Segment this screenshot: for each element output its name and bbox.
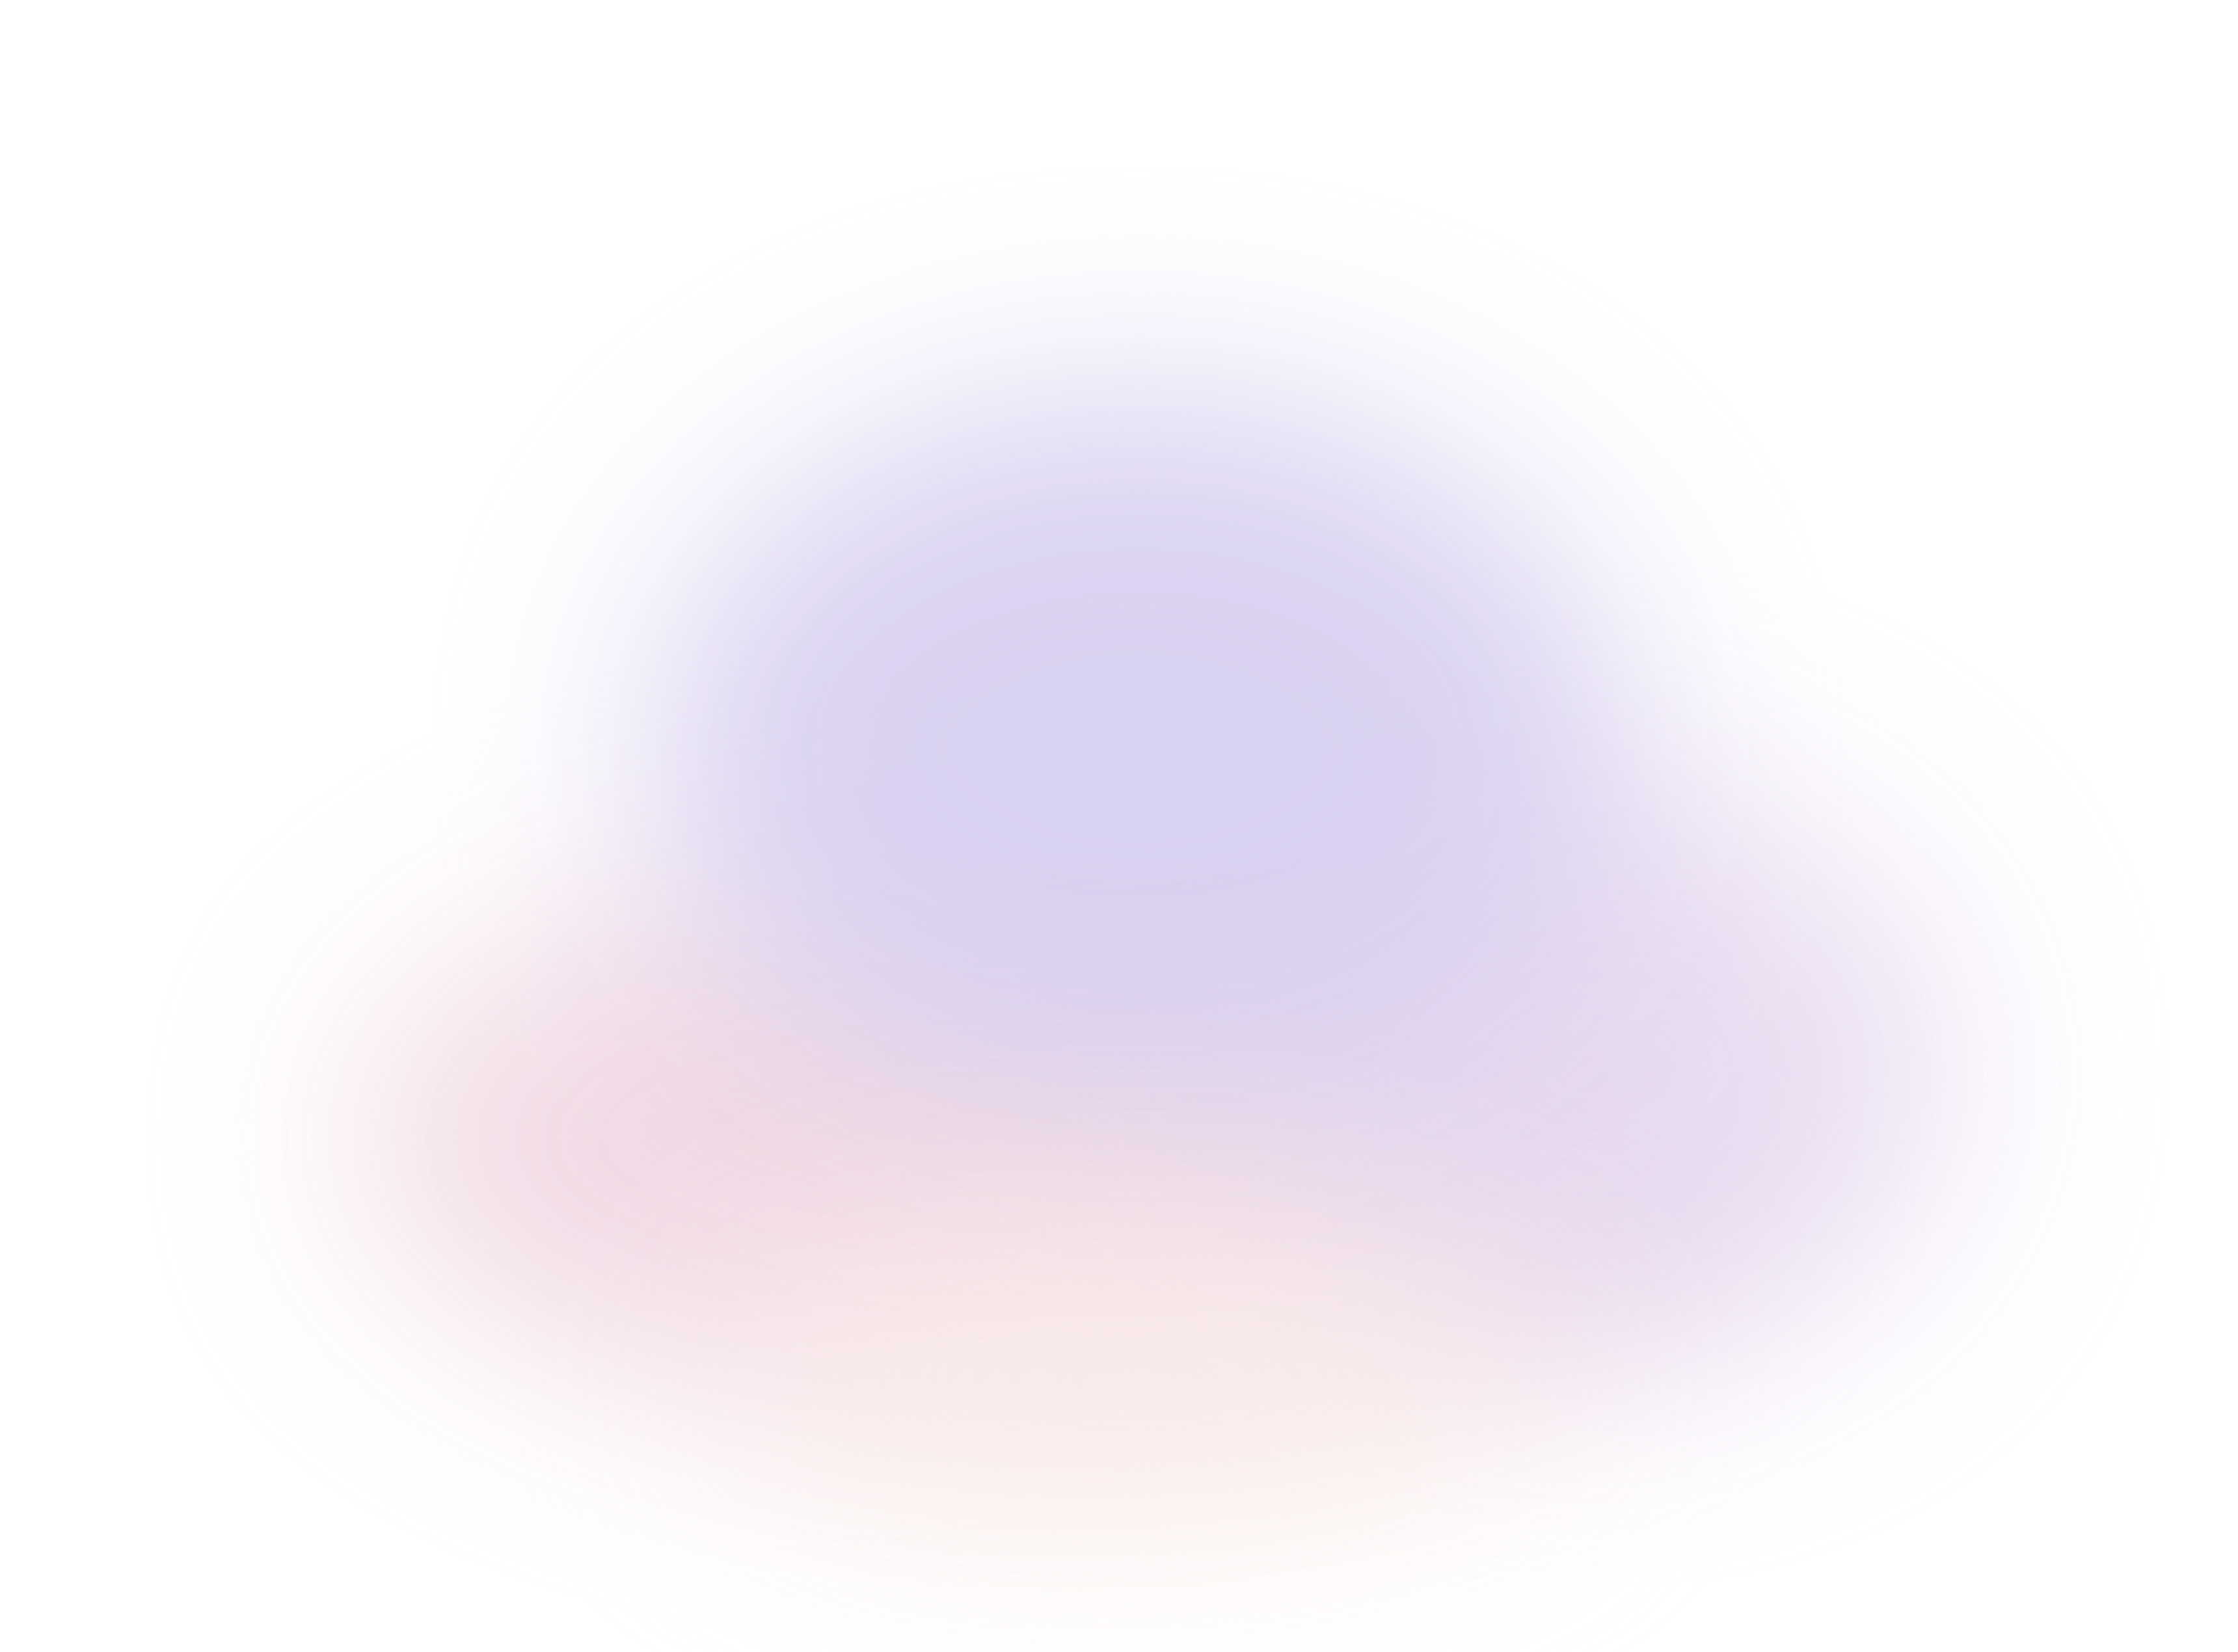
lavender-gradient-blob	[651, 390, 1626, 1106]
peach-gradient-blob	[716, 1236, 1561, 1528]
